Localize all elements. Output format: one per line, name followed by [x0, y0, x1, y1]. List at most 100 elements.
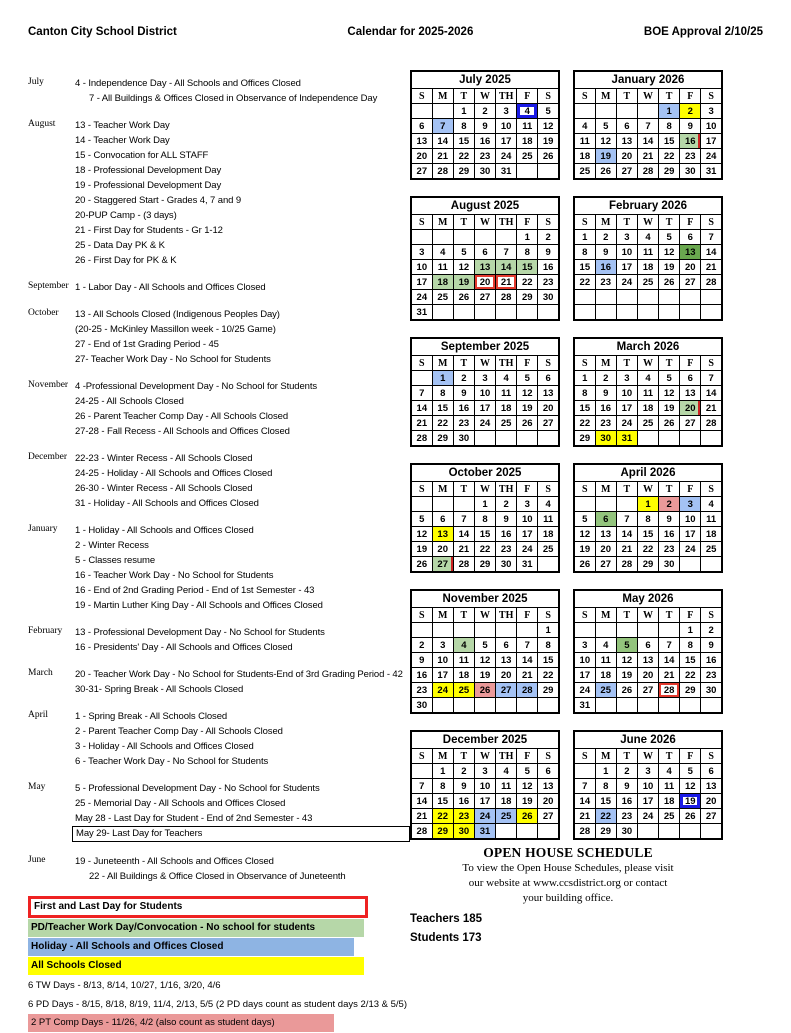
calendar-day: 24 [473, 415, 497, 431]
calendar-day: 11 [495, 385, 518, 401]
calendar-day: 16 [537, 259, 560, 275]
page-header: Canton City School District Calendar for… [28, 26, 763, 38]
day-of-week-header: T [615, 214, 638, 230]
event-month-items: 19 - Juneteenth - All Schools and Office… [75, 854, 410, 884]
calendar-day: 2 [410, 637, 433, 653]
calendar-day: 1 [658, 103, 681, 119]
day-of-week-header: S [410, 748, 433, 764]
calendar-day: 3 [636, 763, 660, 779]
day-of-week-header: TH [495, 748, 518, 764]
calendar-day: 22 [658, 148, 681, 164]
calendar-day: 27 [410, 163, 433, 180]
event-month-group: April 1 - Spring Break - All Schools Clos… [28, 709, 410, 769]
calendar-day: 2 [452, 370, 475, 386]
calendar-day: 26 [537, 148, 560, 164]
calendar-day: 17 [636, 793, 660, 809]
event-month-label: June [28, 855, 46, 865]
calendar-day: 18 [658, 793, 681, 809]
day-of-week-header: T [452, 214, 475, 230]
calendar-day-empty [516, 622, 539, 638]
calendar-day: 28 [573, 823, 596, 840]
event-item: May 28 - Last Day for Student - End of 2… [75, 813, 313, 824]
event-month-label: March [28, 668, 53, 678]
calendar-day: 13 [537, 385, 560, 401]
day-of-week-header: T [615, 748, 638, 764]
calendar-day: 17 [516, 526, 539, 542]
calendar-day-empty [473, 304, 497, 321]
month-calendar: February 2026 S M T W T F S 1 2 3 4 5 6 7 8 9 10 11 12 13 14 1… [573, 196, 723, 321]
calendar-day: 25 [636, 415, 660, 431]
calendar-day: 6 [679, 370, 702, 386]
calendar-day: 25 [537, 541, 560, 557]
calendar-day: 6 [615, 118, 638, 134]
calendar-day-empty [658, 622, 681, 638]
calendar-day: 20 [431, 541, 454, 557]
month-calendar: October 2025 S M T W TH F S 1 2 3 4 5 6 7 8 9 10 11 12 13 14 1… [410, 463, 560, 573]
calendar-day: 30 [658, 556, 681, 573]
calendar-day: 29 [679, 682, 702, 698]
calendar-day: 30 [537, 289, 560, 305]
calendar-day: 17 [573, 667, 596, 683]
calendar-day: 8 [594, 778, 617, 794]
calendar-day: 13 [410, 133, 433, 149]
day-of-week-header: T [658, 748, 681, 764]
calendar-day: 16 [594, 400, 617, 416]
calendar-day: 30 [679, 163, 702, 180]
calendar-day: 2 [658, 496, 681, 512]
event-month-items: 1 - Spring Break - All Schools Closed 2 -… [75, 709, 410, 769]
calendar-day: 30 [594, 430, 617, 447]
calendar-day-empty [473, 229, 497, 245]
calendar-day: 1 [636, 496, 660, 512]
calendar-day: 22 [573, 274, 596, 290]
event-item: 26 - Parent Teacher Comp Day - All Schoo… [75, 411, 289, 422]
calendar-day: 12 [473, 652, 497, 668]
day-of-week-header: T [615, 355, 638, 371]
calendar-day-empty [679, 556, 702, 573]
calendar-day: 21 [410, 808, 433, 824]
calendar-day: 28 [495, 289, 518, 305]
calendar-day: 12 [573, 526, 596, 542]
calendar-day-empty [573, 304, 596, 321]
event-month-group: July 4 - Independence Day - All Schools a… [28, 76, 410, 106]
calendar-day: 21 [495, 274, 518, 290]
calendar-day-empty [516, 304, 539, 321]
calendar-day: 25 [573, 163, 596, 180]
event-month-items: 22-23 - Winter Recess - All Schools Clos… [75, 451, 410, 511]
calendar-day-empty [495, 430, 518, 447]
event-month-group: January 1 - Holiday - All Schools and Off… [28, 523, 410, 613]
calendar-day: 10 [700, 118, 723, 134]
boe-approval: BOE Approval 2/10/25 [643, 26, 763, 38]
day-of-week-header: W [473, 88, 497, 104]
calendar-day: 23 [495, 541, 518, 557]
day-of-week-header: T [658, 481, 681, 497]
calendar-day: 2 [594, 229, 617, 245]
calendar-day: 1 [679, 622, 702, 638]
day-of-week-header: S [537, 748, 560, 764]
calendar-day-empty [516, 430, 539, 447]
calendar-day-empty [636, 103, 660, 119]
day-of-week-header: TH [495, 481, 518, 497]
legend-row: 6 TW Days - 8/13, 8/14, 10/27, 1/16, 3/2… [28, 980, 221, 991]
calendar-day: 10 [615, 244, 638, 260]
day-of-week-header: T [452, 748, 475, 764]
calendar-day: 8 [431, 778, 454, 794]
day-of-week-header: M [431, 481, 454, 497]
calendar-day: 26 [658, 415, 681, 431]
calendar-day-empty [594, 103, 617, 119]
calendar-day: 7 [495, 244, 518, 260]
calendar-day: 3 [615, 229, 638, 245]
calendar-day: 5 [615, 637, 638, 653]
event-item: 6 - Teacher Work Day - No School for Stu… [75, 756, 269, 767]
day-of-week-header: M [594, 355, 617, 371]
calendar-day: 28 [452, 556, 475, 573]
calendar-day: 25 [700, 541, 723, 557]
calendar-day: 20 [679, 400, 702, 416]
event-month-items: 20 - Teacher Work Day - No School for St… [75, 667, 410, 697]
calendar-day: 8 [473, 511, 497, 527]
calendar-day: 1 [594, 763, 617, 779]
calendar-day: 17 [473, 793, 497, 809]
calendar-day: 1 [573, 370, 596, 386]
day-of-week-header: S [700, 214, 723, 230]
calendar-day: 6 [700, 763, 723, 779]
calendar-day: 5 [452, 244, 475, 260]
